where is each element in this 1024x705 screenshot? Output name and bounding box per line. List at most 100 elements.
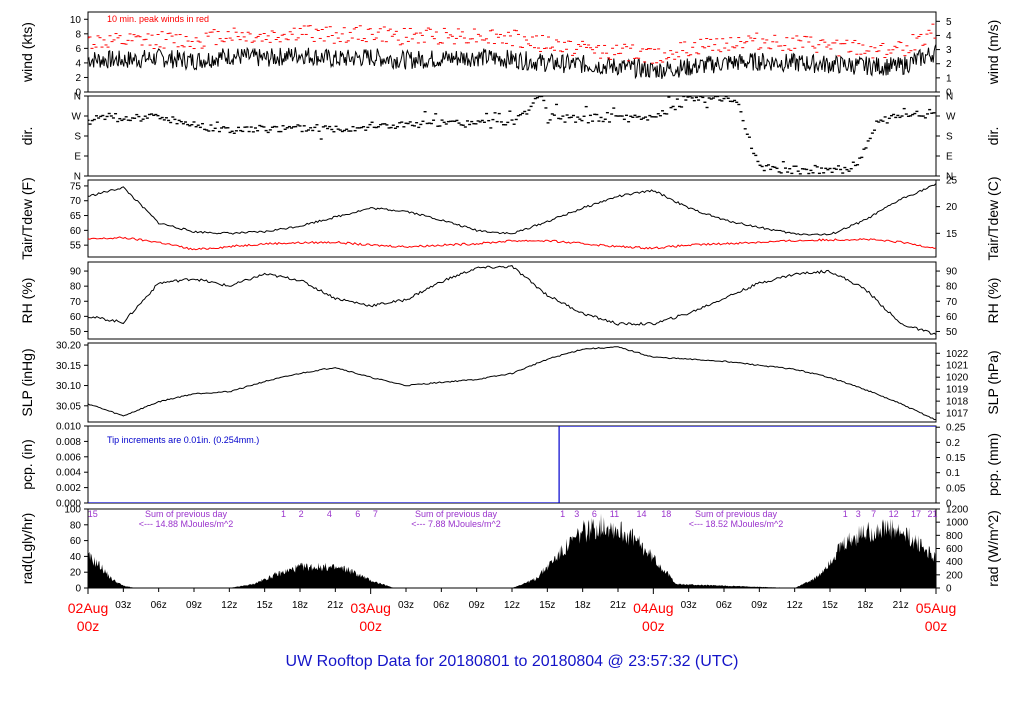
- direction-point: [699, 96, 703, 98]
- direction-point: [410, 124, 414, 127]
- direction-point: [400, 121, 404, 123]
- direction-point: [843, 166, 847, 169]
- direction-point: [97, 117, 101, 119]
- y-tick-label: 0: [75, 584, 81, 595]
- direction-point: [686, 96, 690, 98]
- direction-point: [476, 120, 480, 122]
- direction-point: [777, 171, 781, 173]
- plot-frame: [87, 179, 937, 258]
- y-tick-label: 0.010: [56, 422, 81, 433]
- direction-point: [510, 119, 514, 121]
- y-tick-label-right: 60: [946, 312, 958, 323]
- direction-point: [446, 120, 450, 123]
- direction-point: [478, 121, 482, 123]
- direction-point: [580, 119, 584, 122]
- direction-point: [296, 124, 300, 126]
- direction-point: [561, 115, 565, 117]
- direction-point: [105, 115, 109, 118]
- direction-point: [270, 126, 274, 128]
- y-tick-label: 8: [75, 29, 81, 40]
- x-day-time-label: 00z: [359, 618, 382, 634]
- direction-point: [722, 97, 726, 100]
- direction-point: [892, 113, 896, 116]
- direction-point: [862, 148, 866, 150]
- y-tick-label: 55: [70, 241, 82, 252]
- direction-point: [319, 138, 323, 140]
- direction-point: [387, 127, 391, 129]
- y-tick-label: 60: [70, 312, 82, 323]
- direction-point: [909, 115, 913, 117]
- direction-point: [641, 117, 645, 119]
- direction-point: [482, 121, 486, 124]
- direction-point: [904, 113, 908, 115]
- direction-point: [349, 130, 353, 132]
- direction-point: [141, 118, 145, 120]
- direction-point: [692, 99, 696, 102]
- radiation-marker: 17: [911, 509, 921, 519]
- direction-point: [281, 125, 285, 127]
- y-tick-label: 30.15: [56, 361, 81, 372]
- direction-point: [614, 115, 618, 117]
- y-axis-label-right: wind (m/s): [985, 20, 1001, 86]
- direction-point: [603, 118, 607, 120]
- direction-point: [684, 99, 688, 101]
- panel-dir: dir. dir.N NE ES SW WN N: [19, 92, 1001, 183]
- y-tick-label: 4: [75, 58, 81, 69]
- x-day-label: 05Aug: [916, 600, 956, 616]
- x-tick-label: 03z: [681, 600, 697, 611]
- x-day-time-label: 00z: [642, 618, 665, 634]
- direction-point: [126, 119, 130, 121]
- direction-point: [506, 121, 510, 124]
- series-line-slp: [88, 346, 936, 421]
- radiation-marker: 6: [592, 509, 597, 519]
- direction-point: [415, 122, 419, 124]
- direction-point: [253, 127, 257, 129]
- direction-point: [586, 122, 590, 124]
- direction-point: [652, 116, 656, 118]
- direction-point: [317, 130, 321, 132]
- direction-point: [152, 114, 156, 117]
- direction-point: [220, 127, 224, 129]
- direction-point: [417, 126, 421, 129]
- direction-point: [343, 129, 347, 132]
- direction-point: [788, 168, 792, 170]
- y-axis-label-right: SLP (hPa): [985, 350, 1001, 414]
- direction-point: [408, 121, 412, 123]
- direction-point: [385, 124, 389, 126]
- direction-point: [671, 105, 675, 108]
- direction-point: [756, 160, 760, 163]
- y-tick-label-right: S: [946, 132, 953, 143]
- direction-point: [595, 113, 599, 116]
- direction-point: [716, 96, 720, 98]
- y-tick-label: 0.006: [56, 452, 81, 463]
- x-tick-label: 15z: [822, 600, 838, 611]
- direction-point: [143, 115, 147, 117]
- x-tick-label: 12z: [221, 600, 237, 611]
- direction-point: [444, 123, 448, 125]
- direction-point: [188, 125, 192, 127]
- y-axis-label-right: pcp. (mm): [985, 433, 1001, 496]
- direction-point: [779, 172, 783, 174]
- direction-point: [169, 121, 173, 124]
- y-axis-label: dir.: [19, 127, 35, 146]
- direction-point: [162, 119, 166, 121]
- direction-point: [211, 130, 215, 132]
- y-axis-label-right: RH (%): [985, 278, 1001, 324]
- direction-point: [294, 125, 298, 128]
- x-tick-label: 06z: [151, 600, 167, 611]
- direction-point: [849, 168, 853, 170]
- y-tick-label: 70: [70, 196, 82, 207]
- direction-point: [926, 113, 930, 115]
- direction-point: [841, 172, 845, 174]
- direction-point: [834, 168, 838, 170]
- radiation-marker: 7: [871, 509, 876, 519]
- direction-point: [258, 124, 262, 127]
- y-tick-label-right: 3: [946, 45, 952, 56]
- y-tick-label: S: [74, 132, 81, 143]
- direction-point: [107, 112, 111, 115]
- direction-point: [383, 123, 387, 125]
- radiation-marker: 1: [281, 509, 286, 519]
- direction-point: [830, 171, 834, 174]
- direction-point: [304, 130, 308, 132]
- direction-point: [423, 111, 427, 113]
